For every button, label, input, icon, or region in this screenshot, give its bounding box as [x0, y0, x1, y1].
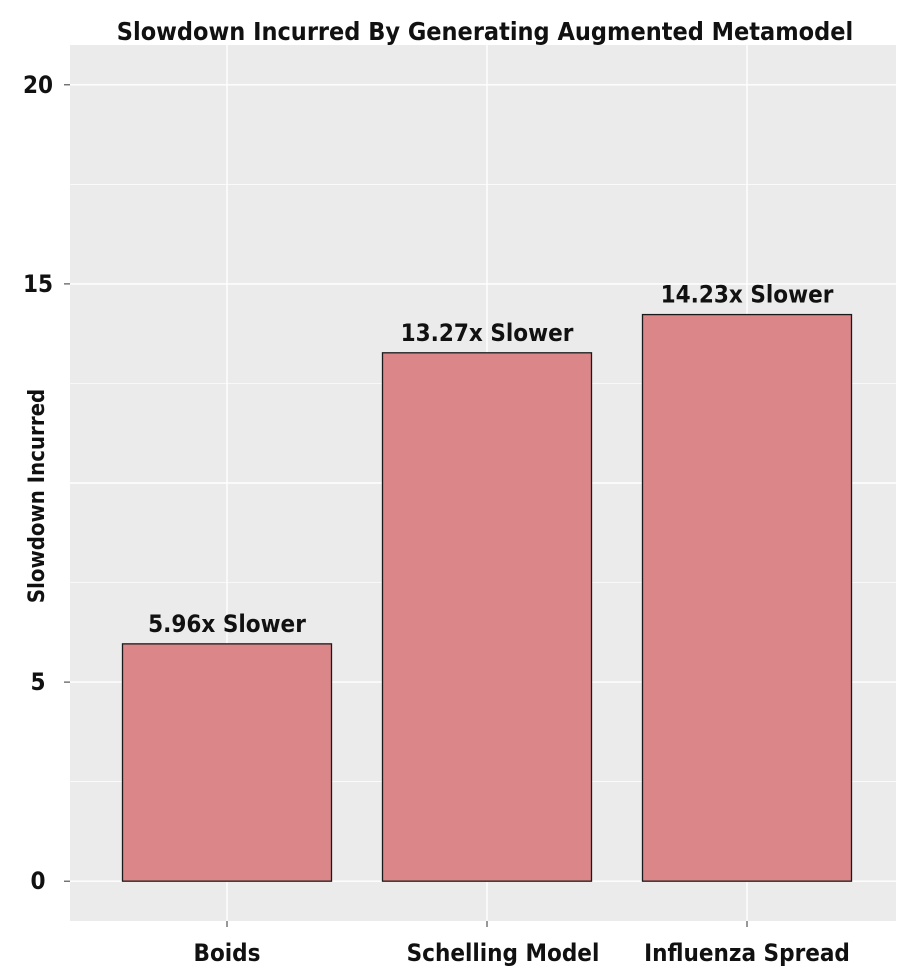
data-label: 5.96x Slower: [148, 610, 306, 638]
x-axis-ticks: Boids Schelling Model Influenza Spread: [194, 921, 850, 967]
chart-title: Slowdown Incurred By Generating Augmente…: [117, 17, 853, 46]
y-tick-label: 5: [30, 668, 45, 696]
data-labels: 5.96x Slower 13.27x Slower 14.23x Slower: [148, 281, 834, 638]
bar-schelling-model: [381, 352, 593, 882]
y-axis-title: Slowdown Incurred: [25, 389, 50, 603]
data-label: 14.23x Slower: [661, 281, 834, 309]
y-tick-label: 0: [30, 867, 45, 895]
y-tick-label: 20: [23, 71, 53, 99]
y-axis-ticks: 0 5 15 20: [23, 71, 70, 895]
data-label: 13.27x Slower: [401, 319, 574, 347]
bars: [121, 313, 853, 882]
y-tick-label: 15: [23, 270, 53, 298]
x-tick-label: Schelling Model: [407, 939, 600, 967]
x-tick-label: Influenza Spread: [644, 939, 850, 967]
x-tick-label: Boids: [194, 939, 261, 967]
bar-influenza-spread: [641, 313, 853, 882]
bar-boids: [121, 643, 333, 882]
